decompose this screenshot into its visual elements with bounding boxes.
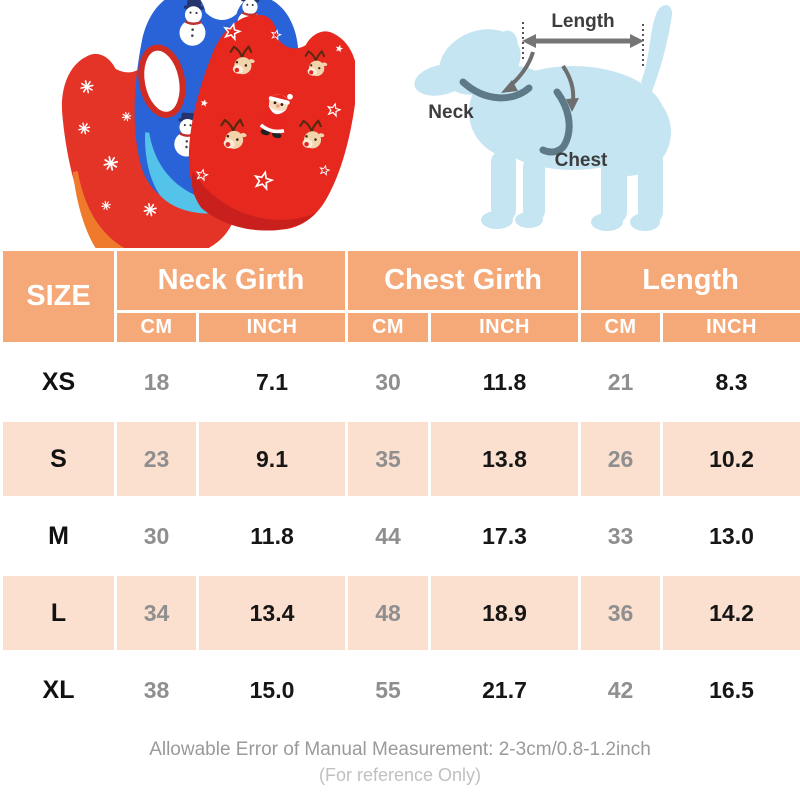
- length-cm-value: 33: [578, 496, 664, 576]
- neck-arrowhead: [501, 80, 518, 93]
- length-cm-value: 26: [578, 419, 664, 499]
- neck-inch-value: 11.8: [195, 496, 349, 576]
- length-inch-value: 14.2: [660, 573, 800, 653]
- length-arrow: [522, 34, 644, 48]
- red-santa-reindeer-vest: [170, 4, 355, 246]
- neck-cm-value: 38: [114, 650, 199, 730]
- top-section: Length Neck Chest: [0, 0, 800, 248]
- length-cm-value: 36: [578, 573, 664, 653]
- chest-label: Chest: [555, 150, 608, 171]
- unit-length-cm: CM: [578, 310, 664, 345]
- chest-arrowhead: [566, 98, 579, 112]
- neck-cm-value: 18: [114, 342, 199, 422]
- neck-label: Neck: [428, 102, 474, 123]
- size-table: SIZE Neck Girth Chest Girth Length CM IN…: [0, 248, 800, 730]
- neck-inch-value: 15.0: [195, 650, 349, 730]
- chest-inch-value: 18.9: [428, 573, 582, 653]
- red-snowflake-vest: [55, 27, 257, 248]
- blue-snowman-vest: [129, 0, 306, 219]
- neck-inch-value: 7.1: [195, 342, 349, 422]
- table-row-xl: XL 38 15.0 55 21.7 42 16.5: [0, 650, 800, 730]
- chest-cm-value: 35: [345, 419, 432, 499]
- chest-inch-value: 21.7: [428, 650, 582, 730]
- neck-inch-value: 9.1: [195, 419, 349, 499]
- unit-chest-inch: INCH: [428, 310, 582, 345]
- dog-silhouette: [414, 5, 673, 231]
- length-inch-value: 13.0: [660, 496, 800, 576]
- table-row-xs: XS 18 7.1 30 11.8 21 8.3: [0, 342, 800, 422]
- armhole: [138, 44, 186, 118]
- length-cm-value: 42: [578, 650, 664, 730]
- chest-inch-value: 11.8: [428, 342, 582, 422]
- chest-inch-value: 17.3: [428, 496, 582, 576]
- header-size: SIZE: [0, 248, 117, 345]
- measurement-error-note: Allowable Error of Manual Measurement: 2…: [149, 739, 651, 760]
- reference-note: (For reference Only): [318, 765, 482, 785]
- header-length: Length: [578, 248, 800, 313]
- neck-cm-value: 34: [114, 573, 199, 653]
- chest-arrow: [561, 64, 576, 101]
- neck-cm-value: 23: [114, 419, 199, 499]
- chest-cm-value: 30: [345, 342, 432, 422]
- chest-strap: [539, 88, 573, 156]
- size-label: L: [0, 573, 117, 653]
- neck-cm-value: 30: [114, 496, 199, 576]
- header-chest-girth: Chest Girth: [345, 248, 582, 313]
- length-inch-value: 10.2: [660, 419, 800, 499]
- size-label: S: [0, 419, 117, 499]
- length-inch-value: 8.3: [660, 342, 800, 422]
- size-label: XL: [0, 650, 117, 730]
- length-cm-value: 21: [578, 342, 664, 422]
- table-header-row: SIZE Neck Girth Chest Girth Length: [0, 248, 800, 345]
- unit-neck-cm: CM: [114, 310, 199, 345]
- neck-strap: [459, 78, 533, 102]
- chest-cm-value: 55: [345, 650, 432, 730]
- product-photo-vests: [55, 0, 355, 248]
- dog-measurement-diagram: Length Neck Chest: [414, 5, 673, 231]
- chest-inch-value: 13.8: [428, 419, 582, 499]
- table-row-l: L 34 13.4 48 18.9 36 14.2: [0, 573, 800, 653]
- length-label: Length: [551, 11, 614, 32]
- table-row-m: M 30 11.8 44 17.3 33 13.0: [0, 496, 800, 576]
- table-row-s: S 23 9.1 35 13.8 26 10.2: [0, 419, 800, 499]
- size-label: XS: [0, 342, 117, 422]
- length-inch-value: 16.5: [660, 650, 800, 730]
- neck-inch-value: 13.4: [195, 573, 349, 653]
- unit-header-row: CM INCH CM INCH CM INCH: [2, 310, 800, 345]
- header-neck-girth: Neck Girth: [113, 248, 349, 313]
- chest-cm-value: 44: [345, 496, 432, 576]
- unit-length-inch: INCH: [660, 310, 800, 345]
- size-label: M: [0, 496, 117, 576]
- unit-chest-cm: CM: [345, 310, 432, 345]
- chest-cm-value: 48: [345, 573, 432, 653]
- unit-neck-inch: INCH: [195, 310, 349, 345]
